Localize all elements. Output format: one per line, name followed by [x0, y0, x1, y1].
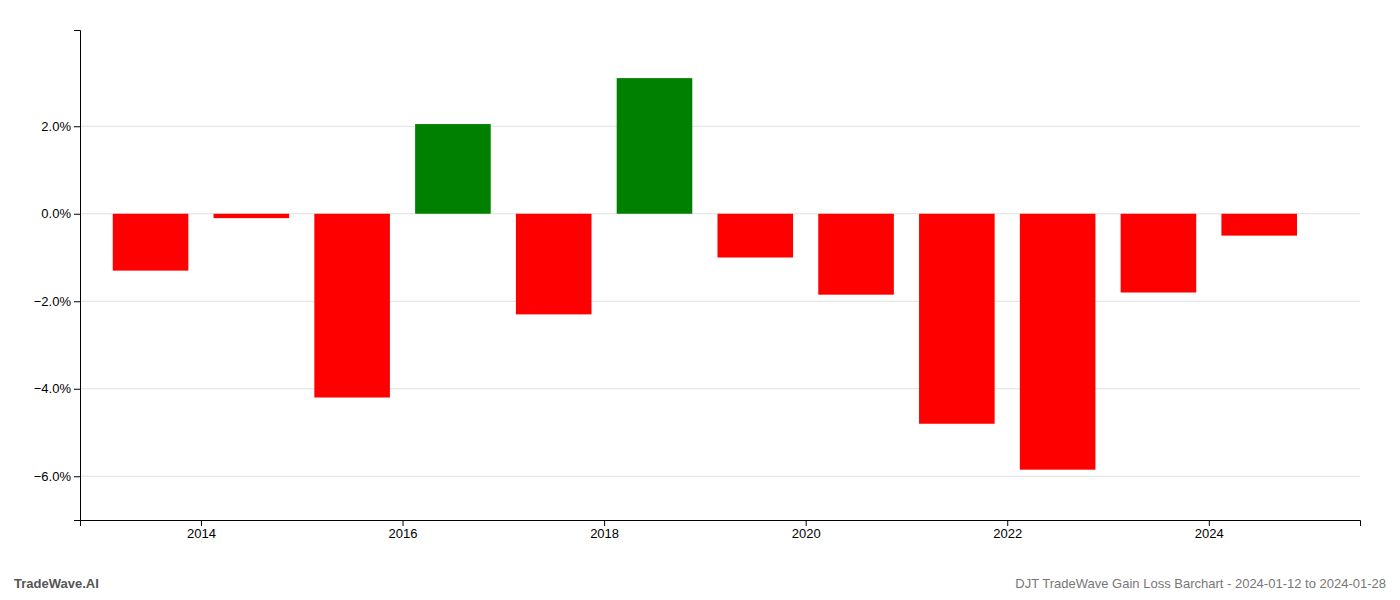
y-tick-mark: [74, 126, 80, 127]
y-tick: −2.0%: [34, 294, 80, 309]
grid: [80, 126, 1360, 476]
x-axis-line: [81, 521, 1361, 527]
x-tick: 2022: [993, 520, 1022, 541]
bar: [818, 214, 894, 295]
bar: [617, 78, 693, 214]
x-tick-mark: [1209, 520, 1210, 526]
x-tick: 2020: [792, 520, 821, 541]
y-tick-label: −6.0%: [34, 469, 72, 484]
bar: [1121, 214, 1197, 293]
bar: [214, 214, 290, 218]
y-tick: 0.0%: [41, 206, 80, 221]
grid-line: [80, 126, 1360, 127]
grid-line: [80, 388, 1360, 389]
bar: [415, 124, 491, 214]
y-tick-mark: [74, 389, 80, 390]
x-tick-label: 2022: [993, 526, 1022, 541]
x-tick-mark: [604, 520, 605, 526]
x-tick: 2018: [590, 520, 619, 541]
y-tick: −4.0%: [34, 381, 80, 396]
x-tick: 2016: [389, 520, 418, 541]
x-tick-label: 2018: [590, 526, 619, 541]
y-tick-mark: [74, 214, 80, 215]
x-tick-mark: [201, 520, 202, 526]
x-tick-label: 2014: [187, 526, 216, 541]
y-tick-label: −4.0%: [34, 381, 72, 396]
y-axis: −6.0% −4.0% −2.0% 0.0% 2.0%: [34, 31, 81, 521]
y-tick-mark: [74, 476, 80, 477]
footer-right: DJT TradeWave Gain Loss Barchart - 2024-…: [1015, 576, 1386, 591]
y-axis-line: [74, 31, 81, 521]
x-tick: 2024: [1195, 520, 1224, 541]
bars: [113, 78, 1297, 470]
bar: [113, 214, 189, 271]
y-tick-mark: [74, 301, 80, 302]
y-tick-label: 0.0%: [41, 206, 71, 221]
chart: 2014 2016 2018 2020 2022 2024 −6.0% −4.0% −2.0% 0…: [0, 0, 1400, 600]
y-tick-label: 2.0%: [41, 119, 71, 134]
grid-line: [80, 476, 1360, 477]
y-tick: −6.0%: [34, 469, 80, 484]
bar: [1020, 214, 1096, 470]
x-tick-label: 2024: [1195, 526, 1224, 541]
bar: [717, 214, 793, 258]
x-tick: 2014: [187, 520, 216, 541]
footer-left: TradeWave.AI: [14, 576, 99, 591]
y-tick: 2.0%: [41, 119, 80, 134]
y-tick-label: −2.0%: [34, 294, 72, 309]
bar: [919, 214, 995, 424]
x-axis: 2014 2016 2018 2020 2022 2024: [81, 520, 1361, 541]
grid-line: [80, 301, 1360, 302]
x-tick-label: 2016: [389, 526, 418, 541]
x-tick-mark: [1007, 520, 1008, 526]
bar: [516, 214, 592, 315]
bar: [1221, 214, 1297, 236]
bar: [314, 214, 390, 398]
x-tick-mark: [806, 520, 807, 526]
x-tick-mark: [403, 520, 404, 526]
x-tick-label: 2020: [792, 526, 821, 541]
